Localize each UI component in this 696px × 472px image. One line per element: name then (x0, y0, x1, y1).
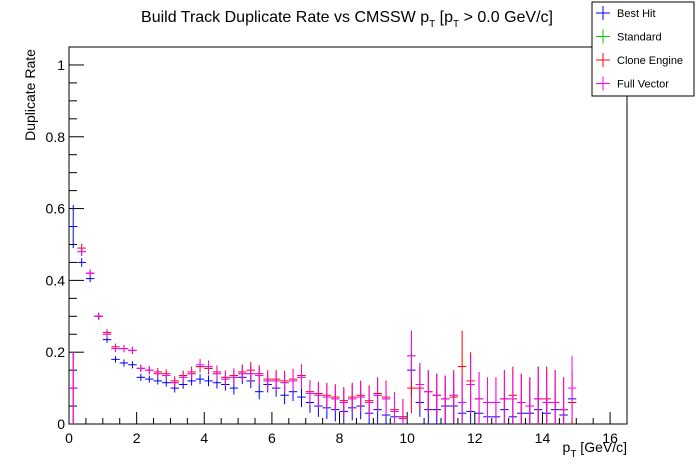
plot-border (68, 46, 628, 425)
x-axis-label: pT [GeV/c] (563, 439, 627, 460)
chart-title: Build Track Duplicate Rate vs CMSSW pT [… (141, 9, 553, 30)
legend: Best Hit Standard Clone Engine Full Vector (591, 1, 695, 97)
axis-ticks: 0 2 4 6 8 10 12 14 16 0 0.2 0.4 0.6 0.8 1 (46, 46, 618, 446)
title-part-pre: Build Track Duplicate Rate vs CMSSW p (141, 9, 429, 26)
x-tick-label: 8 (336, 430, 344, 446)
legend-label: Best Hit (617, 8, 656, 20)
y-tick-label: 0.8 (46, 129, 66, 145)
title-sub-1: T (429, 19, 435, 30)
x-tick-label: 10 (399, 430, 415, 446)
y-tick-label: 0.2 (46, 344, 66, 360)
y-tick-label: 0.4 (46, 272, 66, 288)
series-full-vector (69, 247, 577, 424)
title-part-mid: [p (435, 9, 453, 26)
x-tick-label: 16 (602, 430, 618, 446)
legend-label: Standard (617, 32, 662, 44)
x-tick-label: 2 (133, 430, 141, 446)
y-tick-label: 0.6 (46, 201, 66, 217)
x-tick-label: 6 (268, 430, 276, 446)
x-label-sub: T (570, 449, 576, 460)
legend-box (591, 1, 695, 97)
x-label-main: p (563, 439, 571, 455)
title-sub-2: T (453, 19, 459, 30)
y-axis-label: Duplicate Rate (22, 49, 38, 141)
title-part-post: > 0.0 GeV/c] (459, 9, 553, 26)
x-tick-label: 14 (535, 430, 551, 446)
x-tick-label: 4 (200, 430, 208, 446)
x-tick-label: 12 (467, 430, 483, 446)
series-best-hit (69, 204, 577, 424)
x-label-unit: [GeV/c] (576, 439, 627, 455)
y-tick-label: 0 (57, 416, 65, 432)
y-tick-label: 1 (57, 57, 65, 73)
x-tick-label: 0 (65, 430, 73, 446)
data-series (69, 204, 577, 424)
plot-frame (68, 46, 628, 425)
legend-label: Full Vector (617, 79, 669, 91)
legend-label: Clone Engine (617, 55, 683, 67)
